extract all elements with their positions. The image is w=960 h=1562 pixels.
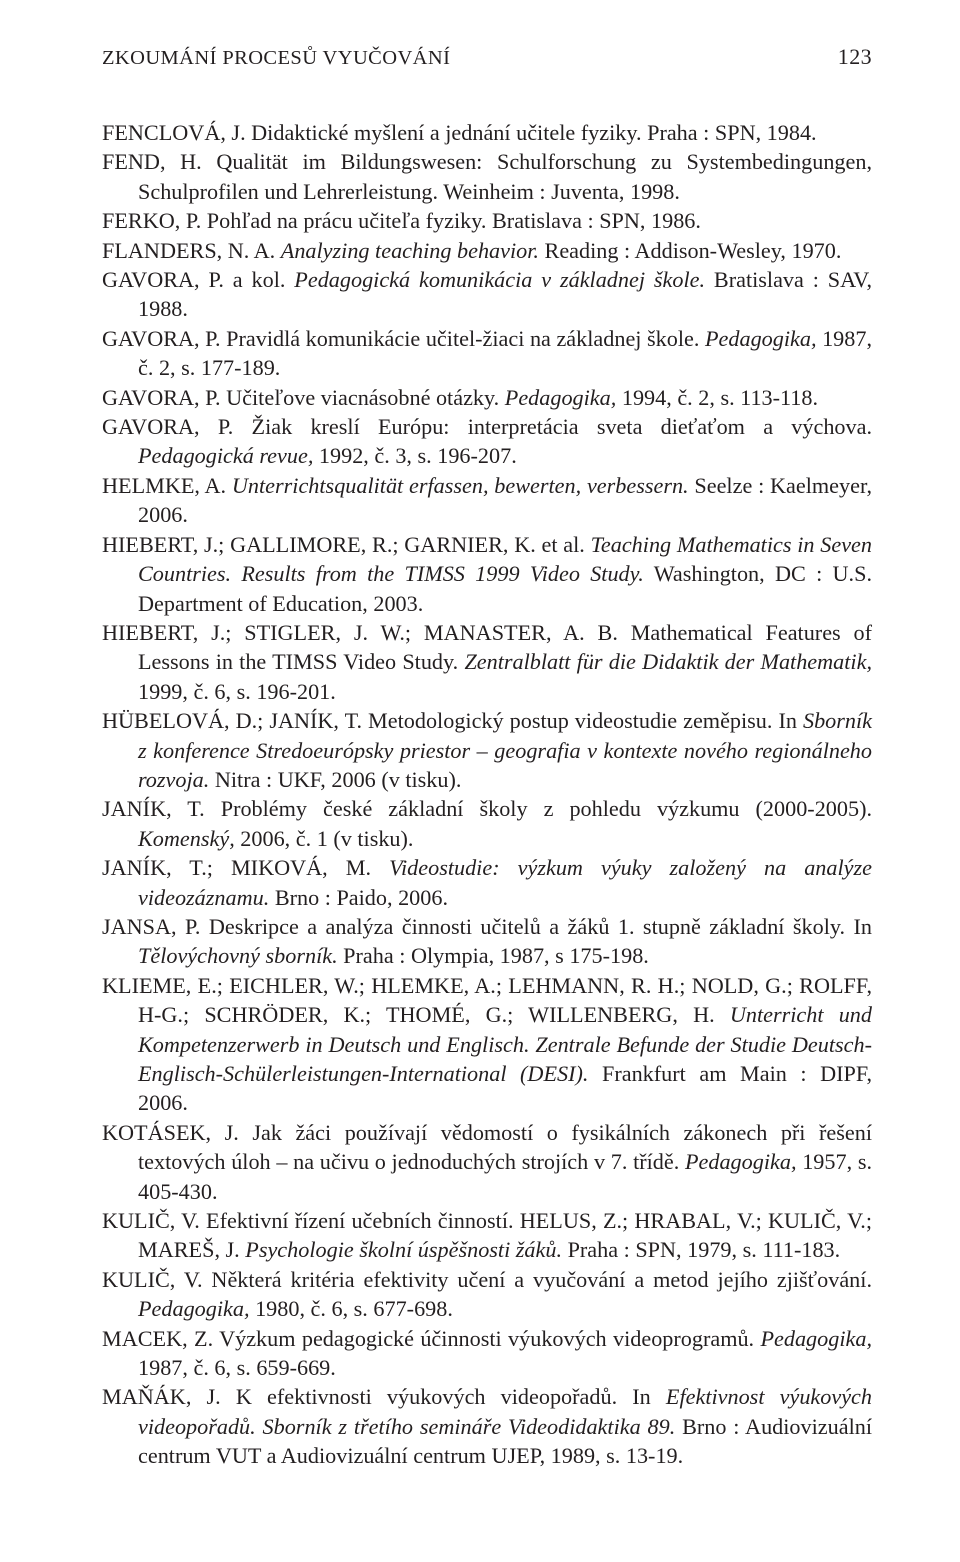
reference-entry: JANSA, P. Deskripce a analýza činnosti u…: [102, 912, 872, 971]
references-list: FENCLOVÁ, J. Didaktické myšlení a jednán…: [102, 118, 872, 1471]
reference-entry: FERKO, P. Pohľad na prácu učiteľa fyziky…: [102, 206, 872, 235]
reference-entry: FLANDERS, N. A. Analyzing teaching behav…: [102, 236, 872, 265]
running-header: ZKOUMÁNÍ PROCESŮ VYUČOVÁNÍ 123: [102, 44, 872, 70]
reference-entry: MAŇÁK, J. K efektivnosti výukových video…: [102, 1382, 872, 1470]
reference-entry: KLIEME, E.; EICHLER, W.; HLEMKE, A.; LEH…: [102, 971, 872, 1118]
reference-entry: GAVORA, P. Učiteľove viacnásobné otázky.…: [102, 383, 872, 412]
reference-entry: HIEBERT, J.; STIGLER, J. W.; MANASTER, A…: [102, 618, 872, 706]
reference-entry: JANÍK, T.; MIKOVÁ, M. Videostudie: výzku…: [102, 853, 872, 912]
reference-entry: KOTÁSEK, J. Jak žáci používají vědomostí…: [102, 1118, 872, 1206]
reference-entry: FEND, H. Qualität im Bildungswesen: Schu…: [102, 147, 872, 206]
reference-entry: GAVORA, P. a kol. Pedagogická komunikáci…: [102, 265, 872, 324]
page-number: 123: [838, 44, 872, 70]
reference-entry: HIEBERT, J.; GALLIMORE, R.; GARNIER, K. …: [102, 530, 872, 618]
reference-entry: HÜBELOVÁ, D.; JANÍK, T. Metodologický po…: [102, 706, 872, 794]
reference-entry: JANÍK, T. Problémy české základní školy …: [102, 794, 872, 853]
reference-entry: KULIČ, V. Některá kritéria efektivity uč…: [102, 1265, 872, 1324]
reference-entry: MACEK, Z. Výzkum pedagogické účinnosti v…: [102, 1324, 872, 1383]
reference-entry: KULIČ, V. Efektivní řízení učebních činn…: [102, 1206, 872, 1265]
reference-entry: HELMKE, A. Unterrichtsqualität erfassen,…: [102, 471, 872, 530]
reference-entry: GAVORA, P. Pravidlá komunikácie učitel-ž…: [102, 324, 872, 383]
running-title: ZKOUMÁNÍ PROCESŮ VYUČOVÁNÍ: [102, 47, 450, 70]
reference-entry: FENCLOVÁ, J. Didaktické myšlení a jednán…: [102, 118, 872, 147]
reference-entry: GAVORA, P. Žiak kreslí Európu: interpret…: [102, 412, 872, 471]
document-page: ZKOUMÁNÍ PROCESŮ VYUČOVÁNÍ 123 FENCLOVÁ,…: [0, 0, 960, 1562]
